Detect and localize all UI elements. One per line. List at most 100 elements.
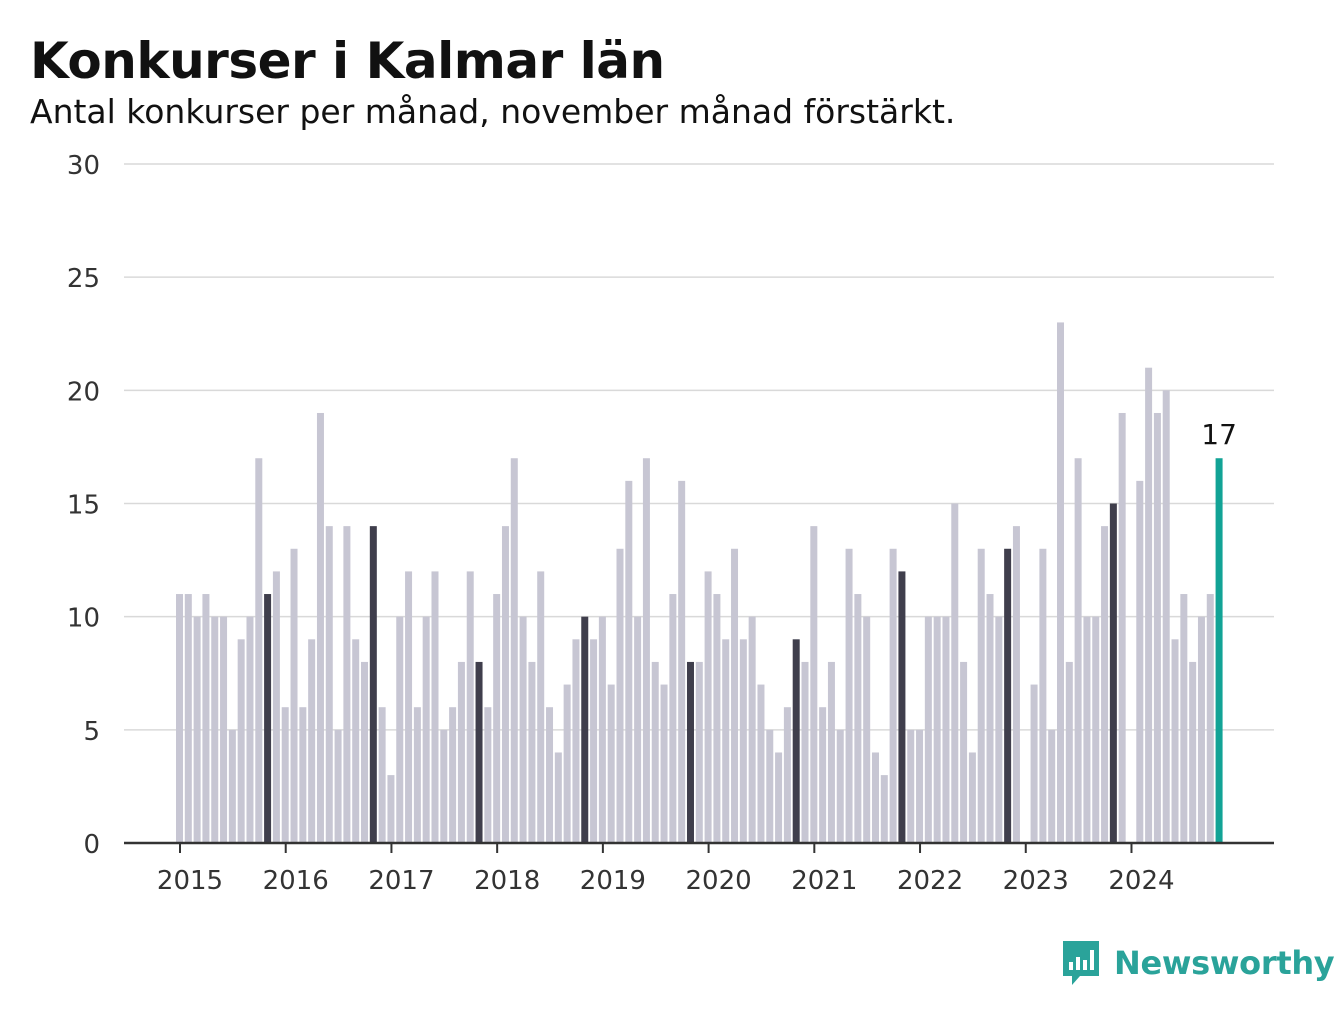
bar [968,752,976,843]
bar [1074,458,1082,843]
bar [827,661,835,843]
bar [1145,367,1153,843]
bar [1030,684,1038,843]
chart-subtitle: Antal konkurser per månad, november måna… [30,92,956,131]
bar [228,729,236,843]
bar [960,661,968,843]
bar [642,458,650,843]
bar [220,616,228,843]
bar [484,707,492,843]
bar [660,684,668,843]
bar [722,639,730,843]
x-tick-label: 2015 [157,866,223,896]
y-tick-label: 15 [67,491,100,521]
y-tick-label: 10 [67,604,100,634]
bar [537,571,545,843]
bar [713,594,721,843]
bar [598,616,606,843]
y-tick-label: 30 [67,151,100,181]
bar [686,661,694,843]
logo-text: Newsworthy [1114,944,1335,982]
bar [1083,616,1091,843]
y-tick-label: 25 [67,264,100,294]
x-tick-label: 2019 [580,866,646,896]
bar [916,729,924,843]
bar [783,707,791,843]
bar [863,616,871,843]
bar [607,684,615,843]
bar [361,661,369,843]
x-tick-label: 2020 [686,866,752,896]
bar [1109,503,1117,843]
latest-value-label: 17 [1201,418,1237,451]
bar [272,571,280,843]
bar [369,526,377,843]
y-tick-label: 5 [83,717,100,747]
bar [907,729,915,843]
bar [563,684,571,843]
bar [184,594,192,843]
bar [378,707,386,843]
x-tick-label: 2023 [1003,866,1069,896]
x-tick-label: 2017 [368,866,434,896]
bar [651,661,659,843]
bar [616,548,624,843]
bar [1171,639,1179,843]
chart-title: Konkurser i Kalmar län [30,32,665,90]
bar [193,616,201,843]
bar [731,548,739,843]
bar [1004,548,1012,843]
bar [678,480,686,843]
y-tick-label: 0 [83,830,100,860]
bar [1153,412,1161,843]
bar [493,594,501,843]
bar [1092,616,1100,843]
bar [1136,480,1144,843]
bar [986,594,994,843]
bar [519,616,527,843]
bar [590,639,598,843]
bar [405,571,413,843]
bar [528,661,536,843]
bar [255,458,263,843]
bar [202,594,210,843]
x-tick-label: 2022 [897,866,963,896]
bar [977,548,985,843]
x-axis-ticks: 2015 2016 2017 2018 2019 2020 2021 2022 2023 2024 [157,843,1175,896]
bar [748,616,756,843]
bar [431,571,439,843]
bar [264,594,272,843]
bar [880,775,888,843]
bar [1162,390,1170,843]
bar [343,526,351,843]
bar [1206,594,1214,843]
bar [440,729,448,843]
bar [871,752,879,843]
bar [325,526,333,843]
bar [387,775,395,843]
bar [933,616,941,843]
bar [1189,661,1197,843]
bar [819,707,827,843]
bar [396,616,404,843]
bar [775,752,783,843]
bar [501,526,509,843]
bar [1039,548,1047,843]
bar [669,594,677,843]
bar [449,707,457,843]
bar [546,707,554,843]
annotations: 17 [1201,418,1237,451]
bar [625,480,633,843]
bars [176,322,1223,843]
y-axis-ticks: 0 5 10 15 20 25 30 [67,151,100,860]
bar [898,571,906,843]
bar [352,639,360,843]
bar [1101,526,1109,843]
bar [1215,458,1223,843]
bar [1057,322,1064,843]
bar [810,526,818,843]
bar [951,503,959,843]
x-tick-label: 2024 [1108,866,1174,896]
bar [316,412,324,843]
bar [475,661,483,843]
